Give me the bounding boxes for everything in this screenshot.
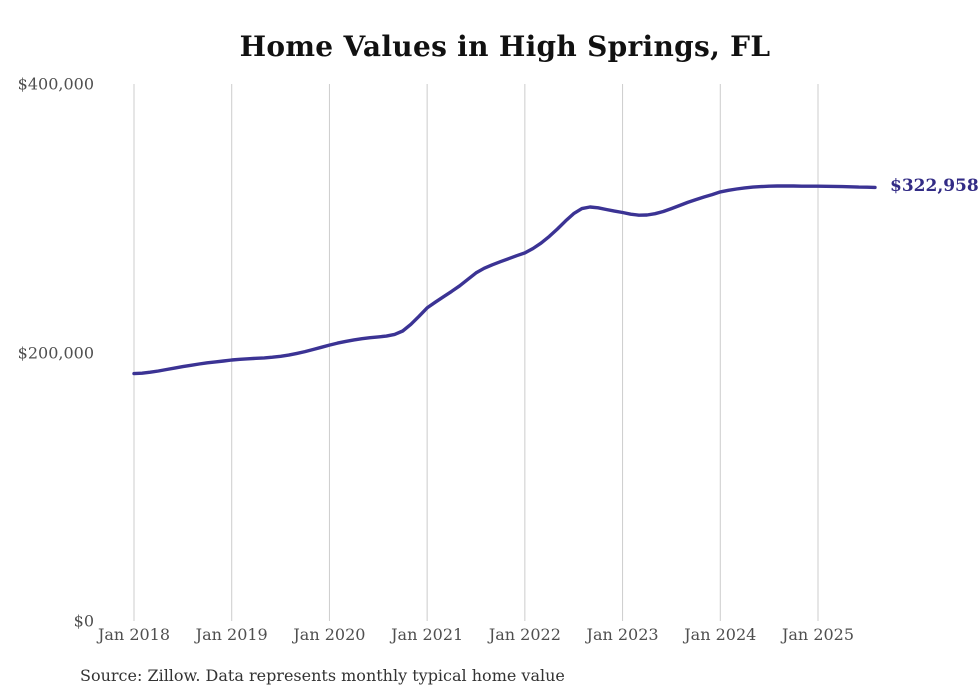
chart-title: Home Values in High Springs, FL xyxy=(239,30,771,63)
gridlines-group xyxy=(133,84,819,621)
source-note: Source: Zillow. Data represents monthly … xyxy=(80,666,565,685)
x-tick-label: Jan 2020 xyxy=(293,625,366,644)
x-tick-label: Jan 2022 xyxy=(488,625,561,644)
home-value-line xyxy=(132,184,877,376)
x-tick-label: Jan 2024 xyxy=(684,625,757,644)
line-end-value-label: $322,958 xyxy=(890,176,979,197)
y-tick-label: $200,000 xyxy=(17,343,94,362)
series-group xyxy=(132,184,877,376)
y-tick-label: $0 xyxy=(73,611,94,631)
x-tick-label: Jan 2019 xyxy=(195,625,268,644)
y-tick-label: $400,000 xyxy=(17,74,94,94)
x-tick-label: Jan 2021 xyxy=(391,625,464,644)
x-tick-label: Jan 2018 xyxy=(97,625,171,644)
x-tick-label: Jan 2023 xyxy=(586,625,659,644)
x-tick-label: Jan 2025 xyxy=(781,625,855,644)
